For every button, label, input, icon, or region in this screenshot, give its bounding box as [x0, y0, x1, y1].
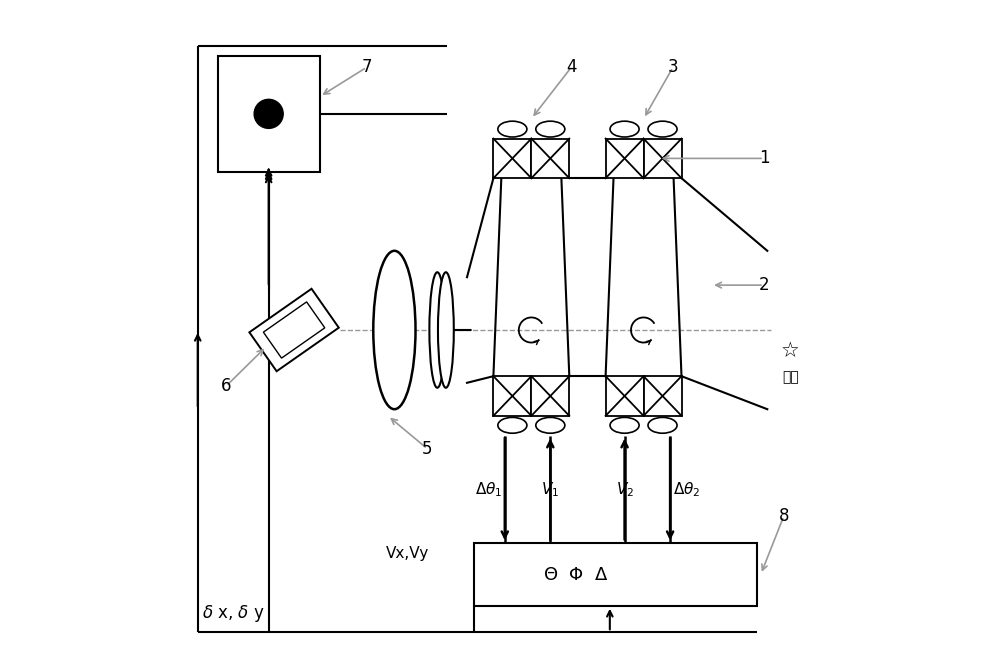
Text: 1: 1 [759, 149, 769, 168]
Ellipse shape [536, 417, 565, 433]
Text: 5: 5 [422, 440, 433, 458]
Text: $V_2$: $V_2$ [616, 480, 634, 499]
Text: 8: 8 [779, 507, 789, 525]
Ellipse shape [610, 121, 639, 137]
Bar [531, 139, 569, 178]
Polygon shape [249, 289, 339, 371]
Text: $\Theta$  $\Phi$  $\Delta$: $\Theta$ $\Phi$ $\Delta$ [543, 566, 608, 583]
Text: $\Delta\theta_2$: $\Delta\theta_2$ [673, 480, 700, 499]
Bar [644, 139, 682, 178]
Ellipse shape [498, 121, 527, 137]
Text: 4: 4 [566, 58, 577, 77]
Ellipse shape [429, 272, 445, 388]
Bar [474, 543, 757, 606]
Text: 3: 3 [668, 58, 678, 77]
Text: 6: 6 [221, 377, 231, 395]
Ellipse shape [438, 272, 454, 388]
Bar [606, 376, 644, 416]
Bar [606, 139, 644, 178]
Text: $\Delta\theta_1$: $\Delta\theta_1$ [475, 480, 502, 499]
Bar [531, 376, 569, 416]
Ellipse shape [536, 121, 565, 137]
Bar [644, 376, 682, 416]
Bar [493, 139, 531, 178]
Text: Vx,Vy: Vx,Vy [386, 546, 429, 560]
Text: 目标: 目标 [782, 370, 799, 385]
Ellipse shape [610, 417, 639, 433]
Text: $V_1$: $V_1$ [541, 480, 559, 499]
Text: $\delta$ x, $\delta$ y: $\delta$ x, $\delta$ y [202, 603, 264, 624]
Ellipse shape [648, 121, 677, 137]
Bar [218, 56, 320, 172]
Circle shape [254, 100, 283, 128]
Ellipse shape [498, 417, 527, 433]
Text: ☆: ☆ [781, 341, 800, 361]
Ellipse shape [373, 251, 416, 409]
Ellipse shape [648, 417, 677, 433]
Text: 2: 2 [759, 276, 769, 294]
Polygon shape [263, 302, 325, 358]
Text: 7: 7 [361, 58, 372, 77]
Bar [493, 376, 531, 416]
